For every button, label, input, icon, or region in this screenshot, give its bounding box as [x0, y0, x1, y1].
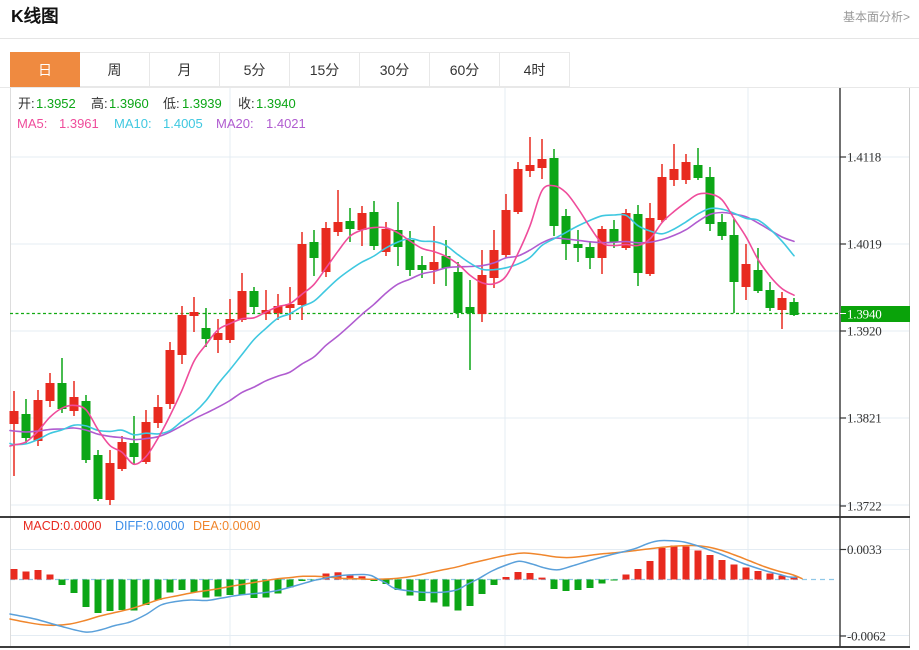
- svg-text:1.3939: 1.3939: [182, 96, 222, 111]
- svg-text:1.4021: 1.4021: [266, 116, 306, 131]
- svg-text:DEA:0.0000: DEA:0.0000: [193, 519, 260, 533]
- svg-text:1.3960: 1.3960: [109, 96, 149, 111]
- svg-text:MA20:: MA20:: [216, 116, 254, 131]
- svg-text:1.3940: 1.3940: [847, 307, 882, 322]
- svg-text:MACD:0.0000: MACD:0.0000: [23, 519, 102, 533]
- svg-text:-0.0062: -0.0062: [847, 629, 886, 644]
- svg-text:开:: 开:: [18, 96, 35, 111]
- svg-text:DIFF:0.0000: DIFF:0.0000: [115, 519, 185, 533]
- svg-text:MA5:: MA5:: [17, 116, 47, 131]
- svg-text:1.3821: 1.3821: [847, 411, 882, 426]
- svg-text:MA10:: MA10:: [114, 116, 152, 131]
- svg-text:1.3961: 1.3961: [59, 116, 99, 131]
- svg-text:1.3920: 1.3920: [847, 324, 882, 339]
- svg-text:收:: 收:: [238, 96, 255, 111]
- svg-text:1.4005: 1.4005: [163, 116, 203, 131]
- svg-text:1.4118: 1.4118: [847, 150, 881, 165]
- svg-text:低:: 低:: [163, 96, 180, 111]
- svg-text:1.4019: 1.4019: [847, 237, 882, 252]
- svg-text:0.0033: 0.0033: [847, 542, 882, 557]
- svg-text:1.3952: 1.3952: [36, 96, 76, 111]
- svg-text:高:: 高:: [91, 96, 108, 111]
- svg-text:1.3940: 1.3940: [256, 96, 296, 111]
- svg-text:1.3722: 1.3722: [847, 499, 882, 514]
